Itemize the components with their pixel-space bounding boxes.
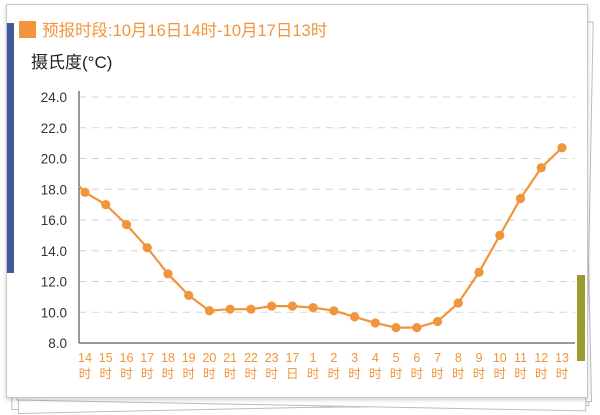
x-tick-label: 时 (79, 367, 92, 381)
x-tick-label: 9 (476, 351, 483, 365)
x-tick-label: 7 (434, 351, 441, 365)
data-point (391, 323, 401, 333)
data-point (495, 230, 505, 240)
x-tick-label: 时 (535, 367, 548, 381)
x-tick-label: 时 (452, 367, 465, 381)
x-tick-label: 时 (514, 367, 527, 381)
data-point (287, 301, 297, 311)
data-point (350, 312, 360, 322)
x-tick-label: 时 (307, 367, 320, 381)
x-tick-label: 13 (555, 351, 569, 365)
x-tick-label: 时 (265, 367, 278, 381)
chart-card: 预报时段:10月16日14时-10月17日13时 摄氏度(°C) 24.0 22.… (6, 4, 588, 398)
x-tick-label: 5 (393, 351, 400, 365)
x-tick-label: 时 (348, 367, 361, 381)
x-tick-label: 17 (285, 351, 299, 365)
legend-square-icon (19, 20, 36, 38)
decorative-edge-strip (7, 23, 14, 273)
data-point (121, 220, 132, 230)
x-tick-label: 时 (328, 367, 341, 381)
data-point (184, 290, 194, 300)
x-tick-label: 时 (369, 367, 382, 381)
y-tick-label: 16.0 (41, 213, 67, 228)
x-tick-label: 时 (99, 367, 112, 381)
y-axis-title: 摄氏度(°C) (31, 53, 113, 72)
x-tick-label: 时 (141, 367, 154, 381)
y-tick-label: 14.0 (41, 244, 67, 259)
x-tick-label: 23 (265, 351, 279, 365)
data-point (474, 267, 484, 277)
x-tick-label: 1 (310, 351, 317, 365)
x-tick-label: 时 (494, 367, 507, 381)
temperature-series-line (78, 146, 563, 329)
x-tick-label: 时 (473, 367, 486, 381)
y-tick-label: 12.0 (41, 275, 67, 290)
x-tick-label: 15 (99, 351, 113, 365)
x-tick-label: 3 (351, 351, 358, 365)
data-point (225, 304, 235, 314)
data-point (432, 316, 443, 327)
x-tick-label: 20 (202, 351, 216, 365)
x-tick-label: 16 (120, 351, 134, 365)
y-tick-label: 10.0 (41, 305, 67, 320)
forecast-period-label: 预报时段:10月16日14时-10月17日13时 (42, 22, 328, 40)
data-point (536, 163, 546, 173)
data-point (80, 187, 90, 197)
decorative-edge-strip (577, 275, 585, 361)
x-tick-label: 时 (245, 367, 258, 381)
data-point (204, 306, 215, 316)
x-tick-label: 11 (514, 351, 527, 365)
x-tick-label: 时 (411, 367, 424, 381)
chart-header: 预报时段:10月16日14时-10月17日13时 (19, 17, 327, 41)
data-point (557, 143, 567, 153)
y-tick-label: 24.0 (41, 90, 67, 105)
x-tick-label: 6 (413, 351, 420, 365)
y-tick-label: 22.0 (41, 121, 67, 136)
data-point (412, 323, 422, 333)
data-point (101, 200, 111, 210)
y-tick-label: 8.0 (48, 336, 67, 351)
x-tick-label: 日 (286, 367, 299, 381)
data-point (515, 193, 526, 204)
data-point (142, 243, 152, 253)
x-tick-label: 21 (223, 351, 237, 365)
x-tick-label: 18 (161, 351, 175, 365)
data-point (329, 306, 339, 316)
x-tick-label: 4 (372, 351, 379, 365)
x-tick-label: 时 (224, 367, 237, 381)
x-tick-label: 时 (390, 367, 403, 381)
x-tick-label: 10 (493, 351, 507, 365)
x-tick-label: 22 (244, 351, 258, 365)
x-tick-label: 12 (534, 351, 548, 365)
x-tick-label: 时 (182, 367, 195, 381)
x-tick-label: 时 (162, 367, 175, 381)
x-tick-label: 时 (556, 367, 569, 381)
x-tick-label: 时 (120, 367, 133, 381)
x-tick-label: 19 (182, 351, 196, 365)
data-point (453, 298, 463, 308)
data-point (370, 318, 380, 328)
x-tick-label: 8 (455, 351, 462, 365)
data-point (246, 304, 256, 314)
data-point (267, 301, 277, 311)
x-tick-label: 14 (78, 351, 92, 365)
x-tick-label: 17 (140, 351, 154, 365)
x-tick-label: 时 (203, 367, 216, 381)
data-point (163, 269, 173, 279)
y-tick-label: 18.0 (41, 182, 67, 197)
x-tick-label: 时 (431, 367, 444, 381)
y-tick-label: 20.0 (41, 152, 67, 167)
x-tick-label: 2 (330, 351, 337, 365)
temperature-line-chart: 24.022.020.018.016.014.012.010.08.014时15… (41, 90, 575, 381)
data-point (308, 303, 318, 313)
